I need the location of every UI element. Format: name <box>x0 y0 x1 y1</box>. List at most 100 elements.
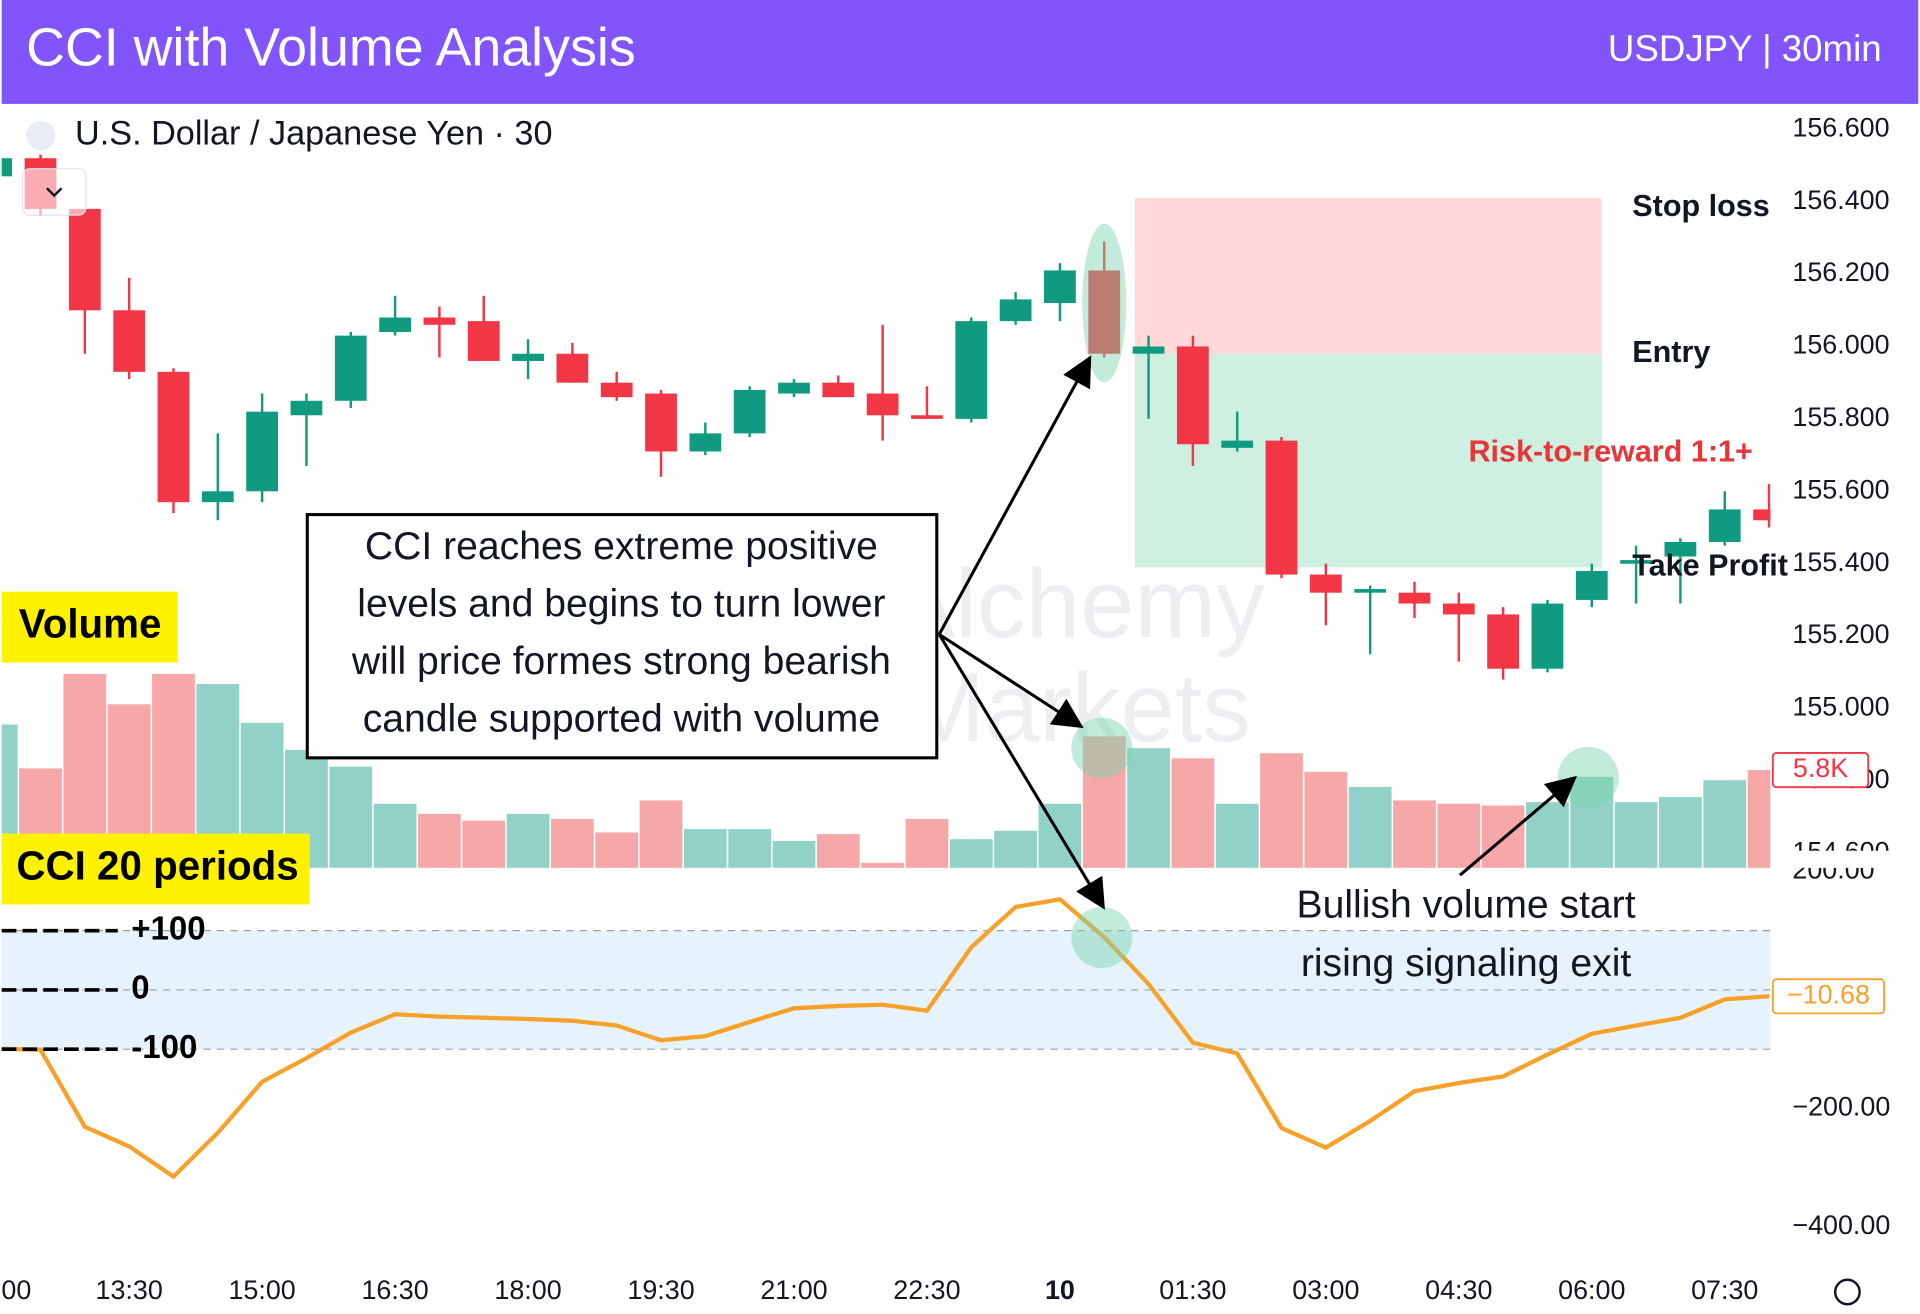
candle-body <box>778 382 810 394</box>
volume-bar <box>1082 736 1126 868</box>
arrow <box>937 355 1092 636</box>
volume-last-box <box>1771 752 1870 789</box>
candle-body <box>1309 574 1342 593</box>
candle-body <box>334 335 367 401</box>
x-tick-label: 21:00 <box>760 1275 827 1305</box>
candle-body <box>955 321 988 419</box>
x-tick-label: 16:30 <box>361 1275 428 1305</box>
price-tick-label: 155.800 <box>1792 402 1889 432</box>
x-tick-label: 00 <box>1 1275 31 1305</box>
candle-body <box>556 353 589 383</box>
price-tick-label: 155.400 <box>1792 547 1889 577</box>
candle-body <box>512 353 544 361</box>
volume-bar <box>1171 758 1215 868</box>
volume-bar <box>1614 802 1658 868</box>
candle-body <box>999 299 1032 322</box>
volume-tag <box>1 591 178 663</box>
x-tick-label: 18:00 <box>494 1275 561 1305</box>
volume-bar <box>1304 771 1348 868</box>
volume-bar <box>1348 786 1392 868</box>
cci-last-box <box>1771 978 1885 1015</box>
volume-bar <box>728 829 772 868</box>
price-tick-label: 156.000 <box>1792 330 1889 360</box>
volume-bar <box>462 820 506 868</box>
price-tick-label: 155.200 <box>1792 619 1889 649</box>
volume-bar <box>949 839 993 868</box>
volume-title: Volume <box>19 601 162 647</box>
candle-body <box>600 382 633 398</box>
volume-bar <box>1703 780 1747 868</box>
candle-body <box>113 310 146 372</box>
candle-body <box>1708 509 1741 542</box>
highlight <box>1557 746 1619 808</box>
candle-body <box>68 208 101 311</box>
header <box>1 0 1919 104</box>
callout-text: candle supported with volume <box>363 698 880 741</box>
cci-tick-label: −200.00 <box>1792 1092 1890 1122</box>
subtitle: USDJPY | 30min <box>1608 28 1882 69</box>
watermark: Alchemy <box>890 548 1265 658</box>
arrow <box>938 633 1084 729</box>
candle-body <box>1132 346 1165 354</box>
volume-bar <box>1393 800 1436 868</box>
cci-level-label: -100 <box>131 1028 197 1065</box>
candle-body <box>1620 560 1652 564</box>
volume-bar <box>1127 748 1170 868</box>
volume-bar <box>595 832 639 868</box>
volume-bar <box>639 800 683 868</box>
candle-body <box>822 382 855 398</box>
volume-bar <box>1659 797 1702 868</box>
volume-bar <box>329 766 373 868</box>
volume-bar <box>1 724 18 868</box>
exit-text: rising signaling exit <box>1301 942 1632 985</box>
candle-body <box>645 393 677 452</box>
candle-body <box>866 393 899 416</box>
candle-body <box>423 317 456 325</box>
volume-bar <box>373 803 417 868</box>
candle-body <box>290 400 323 416</box>
candle-body <box>1354 589 1387 593</box>
cci-level-label: 0 <box>131 969 149 1006</box>
volume-bar <box>550 818 594 868</box>
price-tick-label: 156.600 <box>1792 112 1889 142</box>
axis-mask <box>1770 850 1919 868</box>
volume-bar <box>1747 770 1771 868</box>
candle-body <box>911 415 943 419</box>
volume-bar <box>772 840 816 868</box>
callout-text: will price formes strong bearish <box>351 640 891 683</box>
overlay: +100 0 -100 156.600 156.400 156.200 156.000 155… <box>1 112 1919 1306</box>
profit-zone <box>1134 353 1602 568</box>
arrow <box>1458 775 1578 877</box>
price-tick-label: 155.000 <box>1792 692 1889 722</box>
candle-body <box>1487 614 1520 669</box>
cci-last-label: −10.68 <box>1787 979 1870 1009</box>
highlight <box>1071 717 1133 779</box>
exit-text: Bullish volume start <box>1297 883 1636 926</box>
x-tick-label: 07:30 <box>1691 1275 1758 1305</box>
cci-line <box>1 896 1770 1180</box>
candle-body <box>1442 603 1475 615</box>
settings-icon[interactable] <box>1833 1278 1861 1306</box>
volume-bar <box>861 862 905 868</box>
x-tick-label: 01:30 <box>1159 1275 1226 1305</box>
volume-bar <box>1570 776 1614 868</box>
volume-bar <box>1215 803 1259 868</box>
callout-text: CCI reaches extreme positive <box>365 525 878 568</box>
candle-body <box>689 433 722 452</box>
price-tick-label: 156.400 <box>1792 185 1889 215</box>
cci-tick-label: −400.00 <box>1792 1210 1890 1240</box>
cci-level-label: +100 <box>131 909 205 946</box>
candle-body <box>1265 440 1298 575</box>
x-tick-label: 13:30 <box>96 1275 163 1305</box>
candle-body <box>733 389 766 434</box>
candle-highlight <box>1082 223 1127 383</box>
callout-box <box>305 513 939 760</box>
volume-bar <box>1260 753 1303 868</box>
arrow <box>937 633 1105 910</box>
candle-body <box>1088 270 1121 354</box>
symbol: U.S. Dollar / Japanese Yen · 30 <box>75 115 552 153</box>
highlight <box>1071 906 1133 969</box>
symbol-menu[interactable] <box>21 168 87 216</box>
x-tick-label: 10 <box>1045 1275 1075 1305</box>
x-tick-label: 03:00 <box>1292 1275 1359 1305</box>
